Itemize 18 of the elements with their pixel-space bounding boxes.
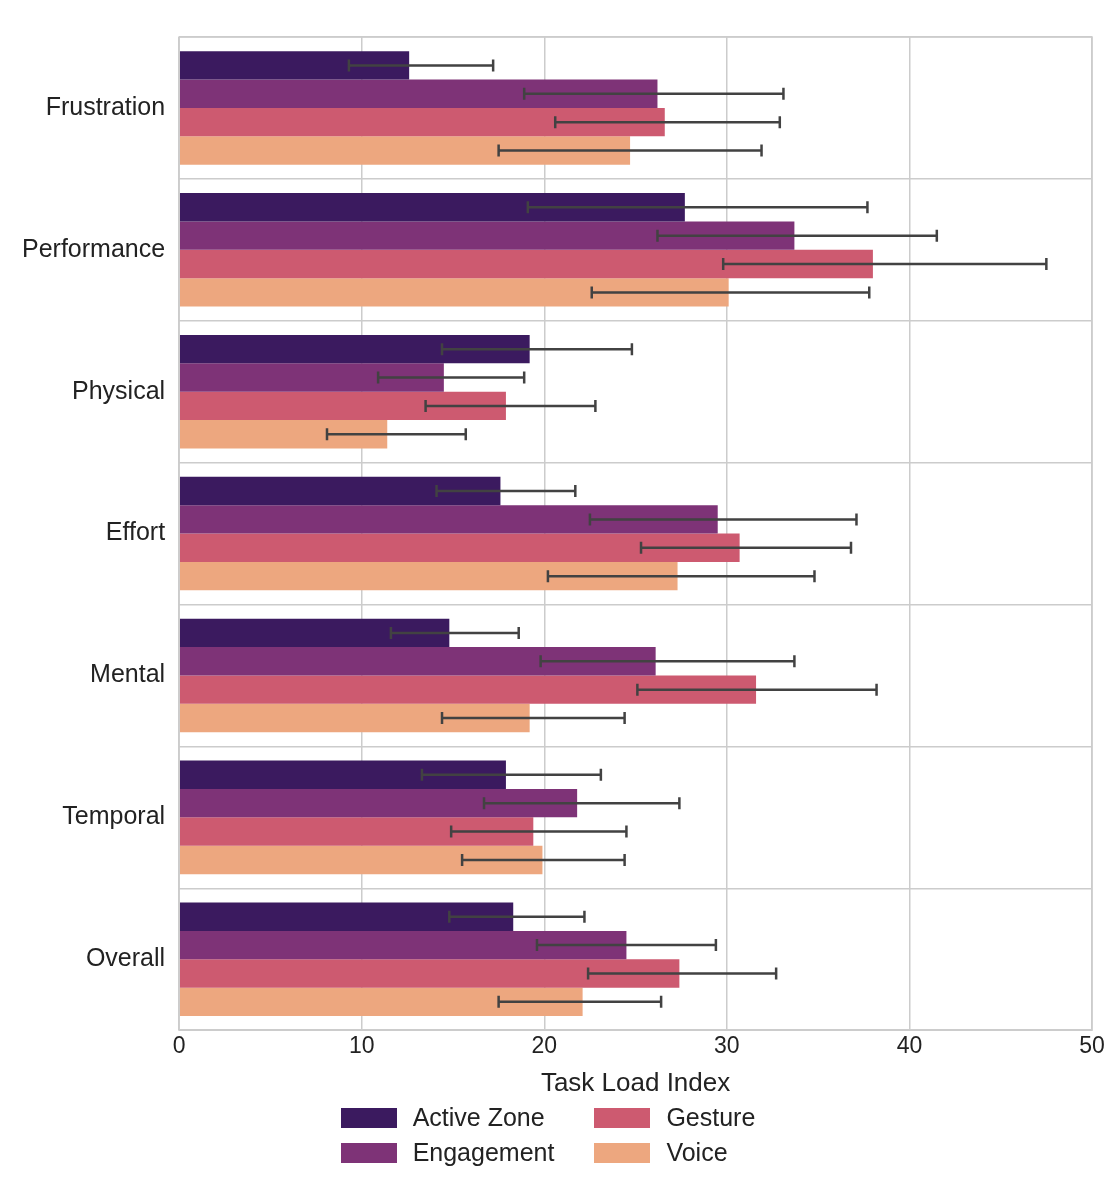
y-tick-label: Performance [21, 233, 166, 262]
y-tick-label: Physical [72, 375, 166, 404]
x-tick-label: 30 [714, 1032, 740, 1059]
y-tick-label: Overall [85, 943, 166, 972]
x-tick-label: 0 [172, 1032, 186, 1059]
y-tick-label: Frustration [45, 91, 166, 120]
x-tick-label: 50 [1079, 1032, 1105, 1059]
x-axis-title: Task Load Index [540, 1066, 731, 1097]
x-tick-label: 40 [896, 1032, 923, 1059]
legend-label: Engagement [412, 1138, 555, 1167]
y-tick-label: Temporal [62, 801, 166, 830]
y-tick-label: Mental [90, 659, 166, 688]
y-tick-label: Effort [105, 517, 166, 546]
x-tick-label: 20 [531, 1032, 558, 1059]
legend-label: Gesture [666, 1103, 756, 1132]
legend-label: Voice [666, 1138, 728, 1167]
legend-label: Active Zone [412, 1103, 545, 1132]
x-tick-label: 10 [348, 1032, 375, 1059]
